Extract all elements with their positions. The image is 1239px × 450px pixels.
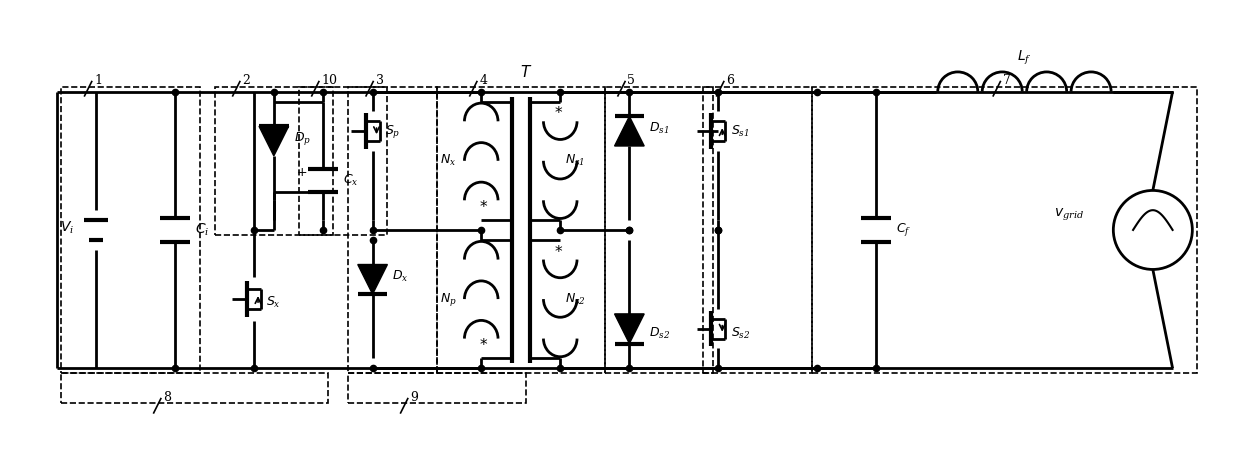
Text: $N_\mathregular{s1}$: $N_\mathregular{s1}$ (565, 153, 585, 168)
Text: 7: 7 (1002, 74, 1011, 87)
Text: $D_\mathregular{p}$: $D_\mathregular{p}$ (294, 130, 311, 147)
Text: $S_\mathregular{p}$: $S_\mathregular{p}$ (385, 123, 400, 140)
Bar (437, 87, 605, 373)
Polygon shape (358, 265, 388, 294)
Text: $C_\mathregular{i}$: $C_\mathregular{i}$ (195, 222, 209, 238)
Polygon shape (615, 314, 644, 343)
Text: $D_\mathregular{s1}$: $D_\mathregular{s1}$ (649, 121, 669, 136)
Bar (214, 87, 333, 235)
Text: $C_\mathregular{x}$: $C_\mathregular{x}$ (343, 173, 358, 188)
Text: 8: 8 (164, 391, 171, 404)
Polygon shape (259, 126, 289, 156)
Text: *: * (479, 338, 487, 353)
Text: *: * (555, 245, 563, 260)
Text: 3: 3 (375, 74, 384, 87)
Text: *: * (555, 107, 563, 122)
Text: $N_\mathregular{x}$: $N_\mathregular{x}$ (440, 153, 456, 168)
Text: $N_\mathregular{s2}$: $N_\mathregular{s2}$ (565, 292, 586, 306)
Bar (348, 87, 437, 373)
Text: 10: 10 (321, 74, 337, 87)
Text: $D_\mathregular{x}$: $D_\mathregular{x}$ (393, 269, 409, 284)
Text: 6: 6 (726, 74, 735, 87)
Text: $C_\mathregular{f}$: $C_\mathregular{f}$ (896, 221, 912, 239)
Bar (812, 87, 1197, 373)
Text: 4: 4 (479, 74, 487, 87)
Text: $V_\mathregular{i}$: $V_\mathregular{i}$ (61, 220, 74, 236)
Bar (62, 87, 199, 373)
Text: 5: 5 (627, 74, 636, 87)
Text: *: * (479, 200, 487, 215)
Text: $D_\mathregular{s2}$: $D_\mathregular{s2}$ (649, 326, 670, 341)
Text: 1: 1 (94, 74, 102, 87)
Text: $L_\mathregular{f}$: $L_\mathregular{f}$ (1017, 49, 1032, 67)
Text: $T$: $T$ (519, 64, 532, 80)
Text: $S_\mathregular{x}$: $S_\mathregular{x}$ (266, 294, 281, 310)
Bar (62, 373, 328, 403)
Text: 2: 2 (242, 74, 250, 87)
Text: $v_\mathregular{grid}$: $v_\mathregular{grid}$ (1053, 207, 1084, 223)
Text: 9: 9 (410, 391, 418, 404)
Text: +: + (296, 166, 307, 179)
Text: $S_\mathregular{s2}$: $S_\mathregular{s2}$ (731, 326, 751, 341)
Bar (299, 87, 388, 235)
Text: $S_\mathregular{s1}$: $S_\mathregular{s1}$ (731, 124, 750, 139)
Bar (348, 373, 525, 403)
Bar (605, 87, 714, 373)
Text: $N_\mathregular{p}$: $N_\mathregular{p}$ (440, 291, 456, 307)
Polygon shape (615, 117, 644, 146)
Bar (704, 87, 812, 373)
